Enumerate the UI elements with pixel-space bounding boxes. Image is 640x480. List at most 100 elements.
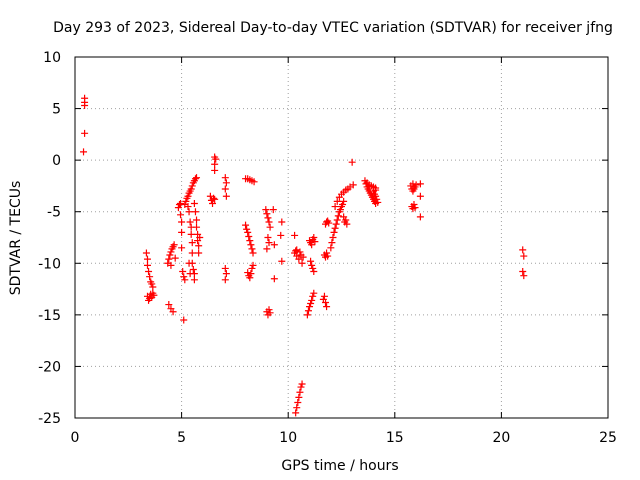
data-point	[166, 251, 174, 259]
data-point	[244, 269, 252, 277]
data-point	[185, 259, 193, 267]
data-point	[263, 210, 271, 218]
data-point	[150, 291, 158, 299]
x-tick-label: 25	[599, 430, 617, 446]
data-point	[295, 255, 303, 263]
data-point	[320, 292, 328, 300]
data-point	[336, 206, 344, 214]
data-point	[81, 101, 89, 109]
data-point	[244, 228, 252, 236]
data-point	[80, 148, 88, 156]
data-point	[298, 380, 306, 388]
data-point	[211, 160, 219, 168]
data-point	[278, 257, 286, 265]
data-point	[247, 270, 255, 278]
data-point	[246, 237, 254, 245]
data-point	[171, 254, 179, 262]
data-point	[348, 158, 356, 166]
data-point	[293, 404, 301, 412]
data-point	[191, 208, 199, 216]
data-point	[265, 218, 273, 226]
data-point	[308, 241, 316, 249]
data-point	[167, 261, 175, 269]
data-point	[265, 239, 273, 247]
data-point	[308, 296, 316, 304]
data-point	[373, 195, 381, 203]
data-point	[211, 195, 219, 203]
data-point	[331, 224, 339, 232]
y-tick-label: 5	[52, 102, 61, 118]
x-tick-labels: 0 5 10 15 20 25	[71, 430, 617, 446]
data-point	[292, 409, 300, 417]
data-point	[221, 264, 229, 272]
data-point	[188, 182, 196, 190]
grid-lines	[75, 57, 608, 418]
data-point	[180, 273, 188, 281]
data-point	[149, 283, 157, 291]
data-point	[169, 308, 177, 316]
data-point	[266, 223, 274, 231]
data-point	[310, 289, 318, 297]
data-point	[195, 242, 203, 250]
y-tick-label: -10	[38, 256, 61, 272]
data-point	[309, 292, 317, 300]
data-point	[222, 270, 230, 278]
data-point	[180, 316, 188, 324]
data-point	[520, 272, 528, 280]
data-point	[170, 241, 178, 249]
data-point	[242, 221, 250, 229]
data-point	[209, 199, 217, 207]
data-point	[412, 181, 420, 189]
y-tick-label: -25	[38, 411, 61, 427]
data-point	[145, 268, 153, 276]
data-point	[340, 197, 348, 205]
plot-frame	[74, 56, 609, 419]
data-point	[182, 197, 190, 205]
data-point	[307, 300, 315, 308]
y-tick-label: -20	[38, 359, 61, 375]
axis-ticks	[74, 56, 609, 419]
data-point	[291, 231, 299, 239]
data-point	[330, 228, 338, 236]
data-point	[310, 268, 318, 276]
data-point	[165, 255, 173, 263]
data-point	[308, 261, 316, 269]
data-point	[339, 200, 347, 208]
x-tick-label: 0	[71, 430, 80, 446]
data-point	[409, 180, 417, 188]
data-point	[292, 247, 300, 255]
data-point	[333, 197, 341, 205]
data-point	[265, 306, 273, 314]
data-point	[212, 155, 220, 163]
data-point	[193, 174, 201, 182]
data-point	[142, 249, 150, 257]
data-point	[342, 216, 350, 224]
data-point	[362, 180, 370, 188]
data-point	[372, 186, 380, 194]
data-point	[262, 206, 270, 214]
y-tick-label: -5	[47, 205, 61, 221]
y-axis-title: SDTVAR / TECUs	[8, 181, 24, 296]
data-point	[332, 220, 340, 228]
data-point	[190, 199, 198, 207]
data-point	[333, 216, 341, 224]
x-tick-label: 15	[386, 430, 404, 446]
data-point	[174, 204, 182, 212]
data-point	[249, 249, 257, 257]
data-point	[189, 265, 197, 273]
data-point	[329, 234, 337, 241]
data-point	[221, 185, 229, 193]
data-point	[323, 249, 331, 257]
data-point	[222, 179, 230, 187]
x-tick-label: 5	[177, 430, 186, 446]
data-point	[190, 276, 198, 284]
data-point	[416, 192, 424, 200]
data-point	[297, 383, 305, 391]
data-point	[298, 259, 306, 267]
data-point	[294, 399, 302, 407]
data-point	[519, 268, 527, 276]
data-point	[184, 203, 192, 211]
data-point	[309, 264, 317, 272]
data-point	[143, 261, 151, 269]
